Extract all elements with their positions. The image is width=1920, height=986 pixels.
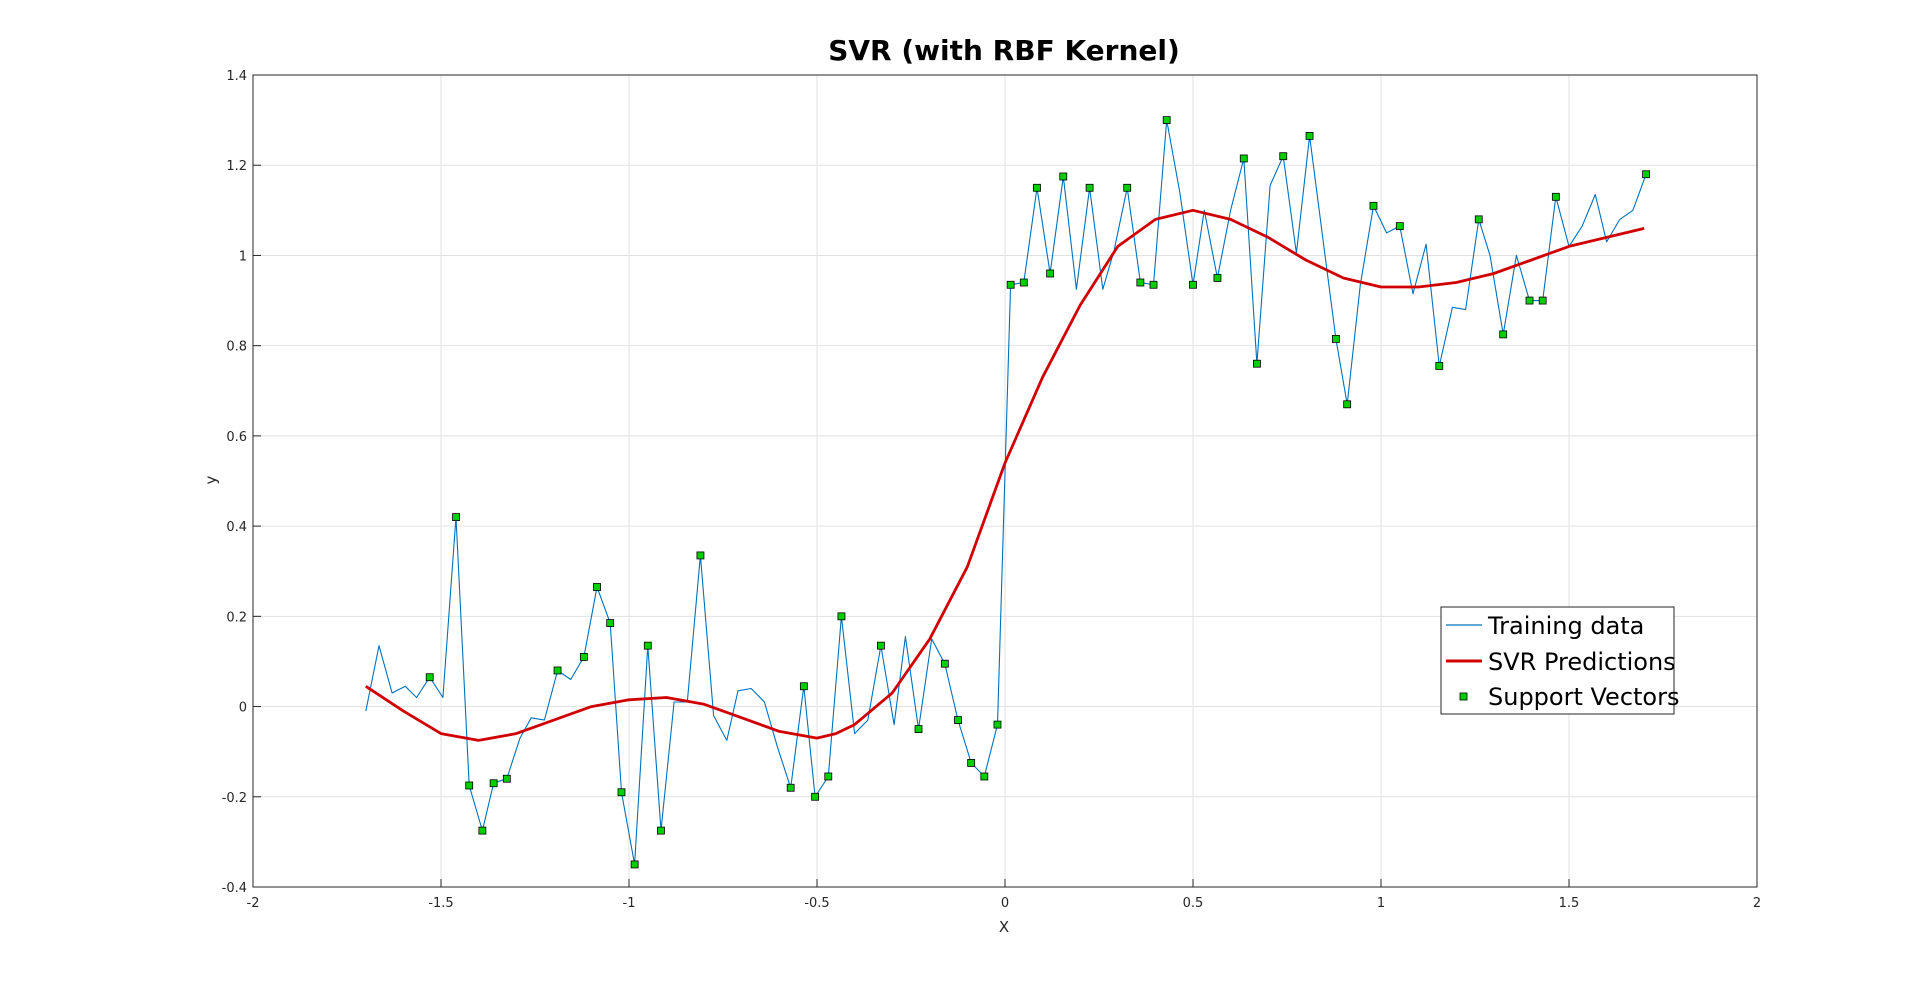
legend-label-training: Training data [1487, 612, 1644, 640]
support-vector-point [811, 792, 820, 801]
x-tick-label: 2 [1753, 896, 1761, 911]
svr-prediction-line [365, 208, 1645, 742]
support-vector-point [914, 725, 923, 734]
support-vector-point [799, 682, 808, 691]
y-tick-label: 0.2 [226, 610, 247, 625]
legend-label-prediction: SVR Predictions [1488, 648, 1676, 676]
support-vector-point [606, 619, 615, 627]
support-vector-point [478, 826, 487, 835]
support-vector-point [630, 860, 639, 869]
y-tick-label: 0 [239, 701, 247, 716]
support-vector-point [1046, 269, 1055, 278]
y-tick-label: 0.6 [226, 430, 247, 445]
support-vector-point [696, 551, 705, 560]
support-vector-point [1006, 280, 1015, 289]
support-vector-point [1239, 154, 1248, 163]
support-vector-point [452, 513, 460, 521]
support-vector-point [425, 673, 434, 682]
y-tick-label: 0.8 [226, 340, 247, 355]
y-tick-label: 1 [239, 249, 247, 264]
x-tick-label: -0.5 [804, 896, 829, 911]
support-vector-point [1499, 330, 1508, 339]
y-tick-label: -0.2 [222, 791, 247, 806]
support-vector-point [1019, 278, 1028, 287]
x-tick-label: 0 [1001, 896, 1009, 911]
y-tick-label: 0.4 [226, 520, 247, 535]
support-vector-point [1551, 192, 1560, 201]
support-vector-point [1189, 280, 1197, 289]
support-vector-point [1525, 296, 1534, 305]
support-vector-point [1149, 280, 1158, 289]
support-vector-point [954, 716, 962, 724]
y-axis-label: y [202, 475, 220, 484]
support-vector-point [786, 783, 795, 792]
support-vector-point [553, 666, 562, 675]
x-tick-label: -2 [247, 896, 260, 911]
support-vector-point [824, 772, 833, 781]
support-vector-point [877, 641, 885, 650]
support-vector-point [1279, 152, 1288, 161]
y-tick-label: 1.2 [226, 159, 247, 174]
support-vector-point [617, 788, 626, 797]
chart-title: SVR (with RBF Kernel) [828, 34, 1180, 67]
y-axis: -0.4 -0.2 0 0.2 0.4 0.6 0.8 1 1.2 1.4 [222, 69, 261, 896]
support-vector-point [643, 641, 652, 650]
training-data-line [365, 119, 1647, 865]
y-tick-label: -0.4 [222, 881, 247, 896]
support-vector-point [579, 653, 588, 661]
support-vector-point [1136, 278, 1145, 287]
support-vector-point [1033, 183, 1041, 192]
y-tick-label: 1.4 [226, 69, 247, 84]
support-vector-point [837, 612, 846, 621]
support-vector-point [940, 659, 949, 668]
legend: Training data SVR Predictions Support Ve… [1440, 606, 1679, 715]
support-vector-point [1162, 116, 1171, 125]
series-layer [365, 116, 1650, 869]
x-tick-label: 1.5 [1559, 896, 1580, 911]
support-vector-point [1642, 170, 1650, 179]
support-vector-point [1538, 296, 1547, 305]
x-tick-label: -1.5 [428, 896, 453, 911]
support-vector-point [1395, 222, 1404, 231]
x-tick-label: 0.5 [1183, 896, 1204, 911]
support-vector-point [1059, 172, 1068, 181]
support-vector-point [657, 826, 665, 835]
x-axis-label: X [999, 918, 1009, 936]
support-vector-point [1474, 215, 1483, 224]
support-vector-point [465, 781, 474, 790]
support-vector-point [1123, 183, 1132, 192]
support-vector-point [1085, 183, 1094, 192]
support-vector-point [502, 774, 511, 783]
support-vector-point [593, 583, 601, 591]
legend-label-support: Support Vectors [1488, 683, 1679, 711]
legend-swatch-support [1459, 692, 1468, 701]
x-axis: -2 -1.5 -1 -0.5 0 0.5 1 1.5 2 [247, 879, 1761, 911]
support-vector-point [967, 759, 976, 767]
support-vector-point [1213, 274, 1222, 282]
x-tick-label: 1 [1377, 896, 1385, 911]
support-vector-point [993, 720, 1002, 729]
support-vector-point [1435, 362, 1444, 370]
support-vector-point [489, 779, 498, 788]
support-vector-point [1253, 359, 1261, 368]
support-vector-point [1369, 201, 1378, 210]
support-vector-point [980, 772, 989, 781]
support-vector-point [1305, 131, 1314, 140]
support-vector-point [1331, 334, 1340, 343]
support-vector-point [1343, 400, 1352, 409]
x-tick-label: -1 [623, 896, 636, 911]
